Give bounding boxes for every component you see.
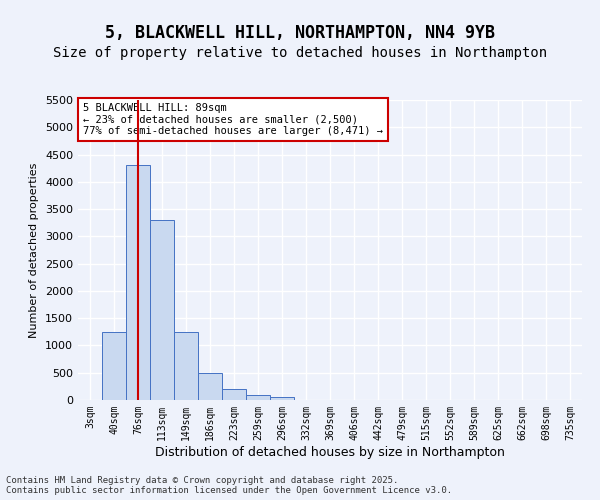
Text: 5 BLACKWELL HILL: 89sqm
← 23% of detached houses are smaller (2,500)
77% of semi: 5 BLACKWELL HILL: 89sqm ← 23% of detache…	[83, 103, 383, 136]
Bar	[150, 220, 174, 400]
Bar	[246, 394, 270, 400]
Bar	[198, 372, 222, 400]
Y-axis label: Number of detached properties: Number of detached properties	[29, 162, 40, 338]
Bar	[174, 332, 198, 400]
Bar	[222, 389, 246, 400]
Bar	[126, 166, 150, 400]
Text: Size of property relative to detached houses in Northampton: Size of property relative to detached ho…	[53, 46, 547, 60]
Bar	[102, 332, 126, 400]
Text: 5, BLACKWELL HILL, NORTHAMPTON, NN4 9YB: 5, BLACKWELL HILL, NORTHAMPTON, NN4 9YB	[105, 24, 495, 42]
Bar	[270, 396, 294, 400]
X-axis label: Distribution of detached houses by size in Northampton: Distribution of detached houses by size …	[155, 446, 505, 458]
Text: Contains HM Land Registry data © Crown copyright and database right 2025.
Contai: Contains HM Land Registry data © Crown c…	[6, 476, 452, 495]
